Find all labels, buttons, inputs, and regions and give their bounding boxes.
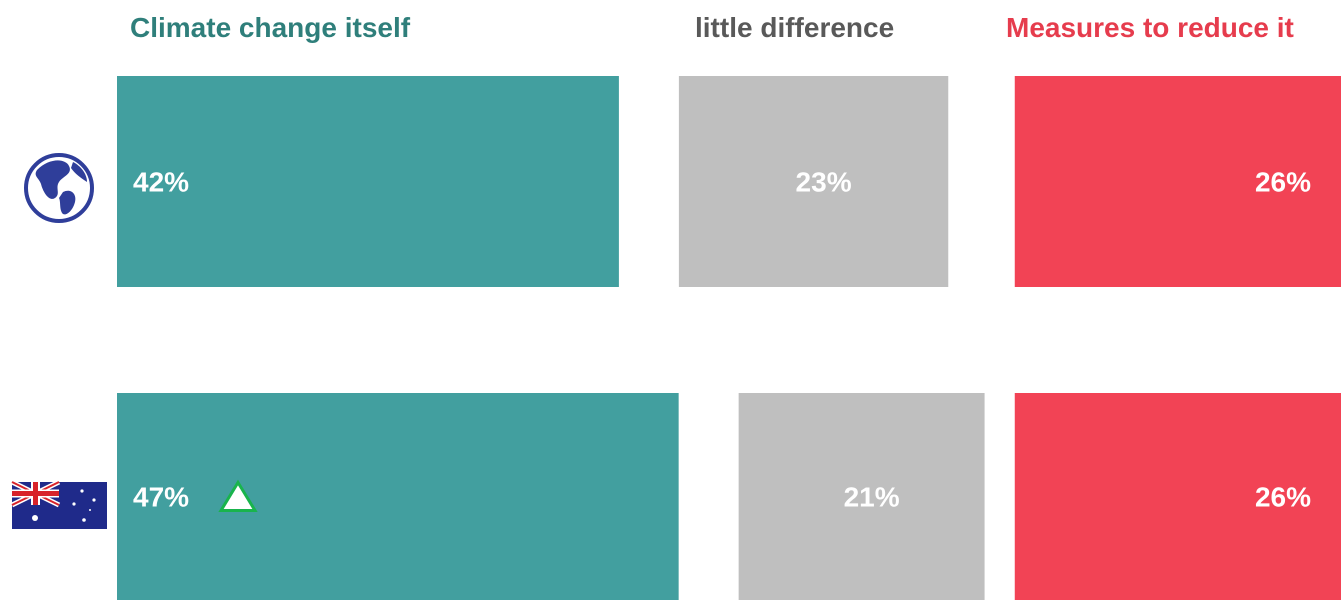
data-label-australia-series-2: 26% [1255,482,1311,513]
data-label-global-series-0: 42% [133,167,189,198]
bar-global-series-2 [1014,76,1341,287]
header-little-difference: little difference [695,12,895,43]
globe-icon [24,153,94,223]
bar-australia-series-0 [117,393,679,600]
australia-flag-icon [10,479,107,529]
bar-global-series-0 [117,76,619,287]
bar-global-series-1 [678,76,949,287]
bars-layer: 42% 23% 26% 47% 21% 26% [117,76,1341,600]
data-label-global-series-2: 26% [1255,167,1311,198]
data-label-australia-series-0: 47% [133,482,189,513]
bar-australia-series-1 [738,393,985,600]
bar-australia-series-2 [1014,393,1341,600]
data-label-australia-series-1: 21% [844,482,900,513]
data-label-global-series-1: 23% [796,167,852,198]
header-climate-change-itself: Climate change itself [130,12,411,43]
up-triangle-icon [218,479,258,512]
header-measures-to-reduce-it: Measures to reduce it [1006,12,1294,43]
